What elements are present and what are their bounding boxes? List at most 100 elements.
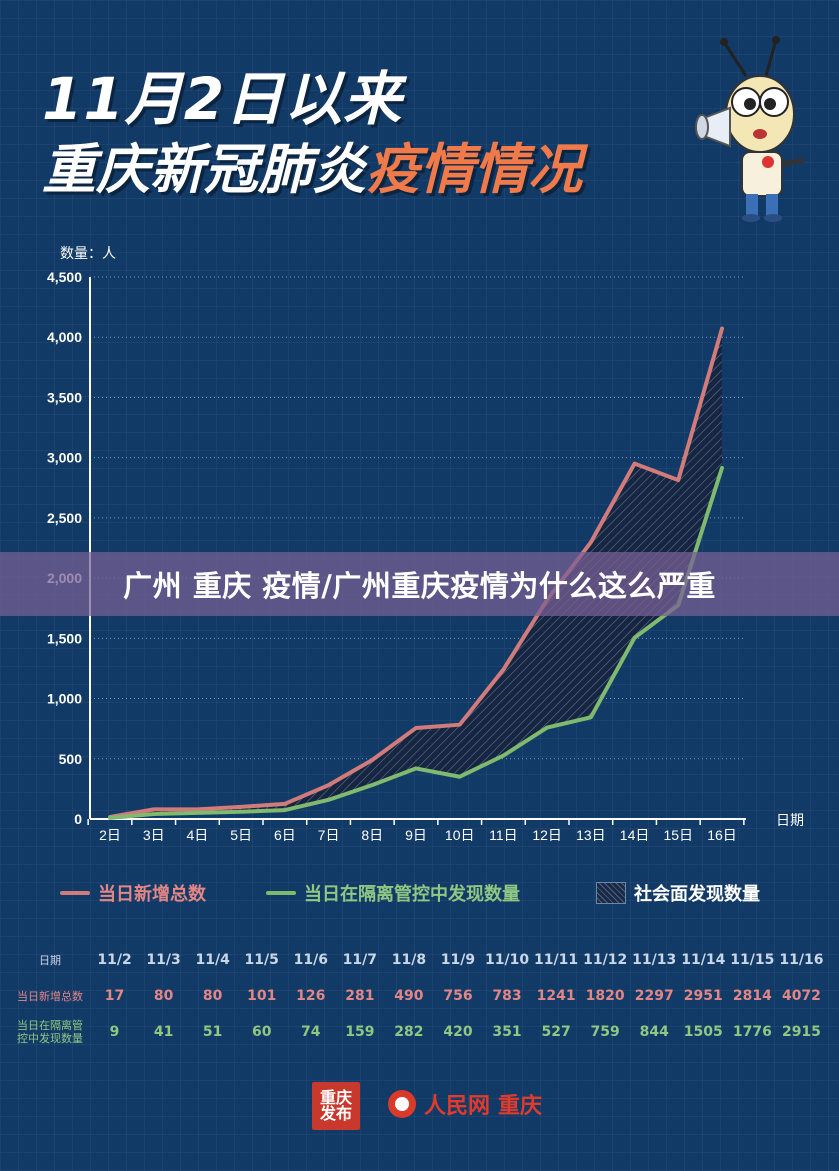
table-cell: 1776	[732, 1024, 772, 1040]
y-tick-label: 4,000	[47, 329, 82, 345]
y-tick-label: 1,500	[47, 630, 82, 646]
series-line-new	[108, 326, 724, 819]
peoples-daily-mark-icon	[388, 1090, 416, 1118]
logo1-line1: 重庆	[319, 1088, 352, 1107]
table-cell: 281	[345, 988, 375, 1004]
x-tick-label: 5日	[230, 827, 252, 843]
y-tick-label: 2,500	[47, 510, 82, 526]
x-tick-label: 2日	[99, 827, 121, 843]
table-cell: 11/13	[632, 952, 677, 968]
table-cell: 51	[202, 1024, 223, 1040]
table-cell: 11/7	[342, 952, 378, 968]
legend-line-isolation	[266, 891, 296, 895]
page-title-line2: 重庆新冠肺炎疫情情况	[42, 125, 582, 204]
y-tick-label: 500	[59, 751, 83, 767]
y-tick-label: 1,000	[47, 691, 82, 707]
logo1-line2: 发布	[319, 1104, 352, 1123]
table-cell: 11/5	[244, 952, 279, 968]
y-tick-label: 3,000	[47, 450, 82, 466]
y-tick-label: 4,500	[47, 269, 82, 285]
logo2-city: 重庆	[498, 1094, 543, 1119]
x-axis-label: 日期	[776, 813, 804, 829]
table-row-new: 当日新增总数 17 80 80 101 126 281 490 756 783 …	[10, 978, 826, 1014]
table-cell: 1505	[683, 1024, 723, 1040]
table-cell: 783	[492, 988, 522, 1004]
table-cell: 351	[492, 1024, 522, 1040]
y-tick-label: 0	[74, 811, 82, 827]
table-cell: 11/16	[779, 952, 824, 968]
legend-item-isolation: 当日在隔离管控中发现数量	[266, 880, 520, 906]
community-area	[110, 328, 722, 818]
table-cell: 11/14	[681, 952, 726, 968]
title-white-part: 重庆新冠肺炎	[42, 138, 366, 201]
x-tick-label: 4日	[187, 827, 209, 843]
overlay-banner: 广州 重庆 疫情/广州重庆疫情为什么这么严重	[0, 552, 839, 616]
table-cell: 756	[443, 988, 473, 1004]
line-chart: 05001,0001,5002,0002,5003,0003,5004,0004…	[47, 269, 746, 843]
table-cell: 2814	[732, 988, 772, 1004]
table-cell: 4072	[781, 988, 821, 1004]
table-cell: 844	[639, 1024, 669, 1040]
x-tick-label: 9日	[405, 827, 427, 843]
x-tick-label: 10日	[445, 827, 475, 843]
table-cell: 9	[109, 1024, 120, 1040]
hatch-swatch-icon	[596, 882, 626, 904]
table-cell: 101	[247, 988, 277, 1004]
table-header-date: 日期	[39, 953, 61, 967]
series-line-isolation	[108, 465, 724, 820]
table-cell: 126	[296, 988, 326, 1004]
table-cell: 11/3	[146, 952, 181, 968]
y-axis-label: 数量：人	[60, 246, 116, 262]
page-title-line1: 11月2日以来	[42, 65, 403, 133]
table-cell: 1820	[585, 988, 625, 1004]
table-cell: 17	[104, 988, 125, 1004]
header-line-a: 当日在隔离管	[17, 1019, 83, 1032]
x-tick-label: 15日	[663, 827, 693, 843]
x-tick-label: 16日	[707, 827, 737, 843]
table-cell: 11/11	[534, 952, 579, 968]
title-orange-part: 疫情情况	[366, 138, 582, 201]
x-tick-label: 12日	[532, 827, 562, 843]
table-cell: 11/10	[484, 952, 530, 968]
legend-label-isolation: 当日在隔离管控中发现数量	[304, 884, 520, 905]
table-cell: 1241	[536, 988, 576, 1004]
x-tick-label: 13日	[576, 827, 606, 843]
table-cell: 11/6	[293, 952, 328, 968]
table-header-new: 当日新增总数	[17, 989, 83, 1003]
table-cell: 282	[394, 1024, 424, 1040]
legend-item-community: 社会面发现数量	[596, 880, 760, 906]
header-line-b: 控中发现数量	[17, 1032, 83, 1045]
table-cell: 11/9	[440, 952, 476, 968]
table-row-dates: 日期 11/2 11/3 11/4 11/5 11/6 11/7 11/8 11…	[10, 942, 826, 978]
table-cell: 420	[443, 1024, 473, 1040]
table-row-isolation: 当日在隔离管 控中发现数量 9 41 51 60 74 159 282 420 3…	[10, 1014, 826, 1050]
table-cell: 2297	[634, 988, 674, 1004]
table-header-isolation: 当日在隔离管 控中发现数量	[10, 1014, 90, 1050]
table-cell: 759	[590, 1024, 620, 1040]
data-table: 日期 11/2 11/3 11/4 11/5 11/6 11/7 11/8 11…	[10, 942, 826, 1050]
table-cell: 11/2	[97, 952, 132, 968]
table-cell: 11/12	[583, 952, 628, 968]
table-cell: 159	[345, 1024, 375, 1040]
table-cell: 527	[541, 1024, 571, 1040]
legend-label-new: 当日新增总数	[98, 884, 206, 905]
table-cell: 80	[153, 988, 174, 1004]
legend-item-new: 当日新增总数	[60, 880, 206, 906]
table-cell: 11/4	[195, 952, 230, 968]
table-cell: 74	[301, 1024, 321, 1040]
chart-legend: 当日新增总数 当日在隔离管控中发现数量 社会面发现数量	[0, 880, 839, 910]
table-cell: 2951	[683, 988, 723, 1004]
logo2-name: 人民网	[424, 1093, 491, 1119]
x-tick-label: 6日	[274, 827, 296, 843]
table-cell: 490	[394, 988, 424, 1004]
table-cell: 41	[153, 1024, 174, 1040]
x-tick-label: 8日	[361, 827, 383, 843]
peoples-daily-logo: 人民网 重庆	[388, 1088, 542, 1120]
table-cell: 80	[202, 988, 223, 1004]
table-cell: 11/15	[730, 952, 775, 968]
y-tick-label: 3,500	[47, 389, 82, 405]
legend-line-new	[60, 891, 90, 895]
table-cell: 2915	[781, 1024, 821, 1040]
legend-label-community: 社会面发现数量	[634, 884, 760, 905]
footer-logos: 重庆 发布 人民网 重庆	[0, 1078, 839, 1138]
